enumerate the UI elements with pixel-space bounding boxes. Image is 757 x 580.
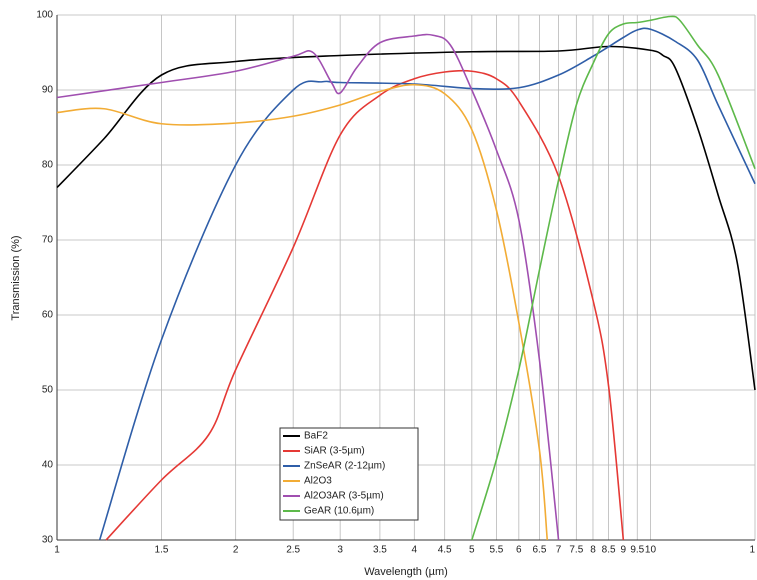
x-tick-label: 6 (516, 545, 522, 556)
x-tick-label: 1.5 (155, 545, 169, 556)
legend-label: BaF2 (304, 431, 328, 442)
legend-box (279, 427, 419, 521)
y-tick-label: 40 (42, 460, 54, 471)
series-line (56, 33, 560, 541)
x-tick-label: 8.5 (602, 545, 616, 556)
x-tick-label: 9.5 (630, 545, 644, 556)
y-tick-label: 90 (42, 85, 54, 96)
series-line (98, 27, 756, 541)
x-tick-label: 3.5 (373, 545, 387, 556)
series-line (105, 69, 625, 541)
x-tick-label: 5 (469, 545, 475, 556)
y-tick-label: 30 (42, 535, 54, 546)
legend-label: Al2O3 (304, 476, 332, 487)
x-tick-label: 4 (412, 545, 418, 556)
legend-label: SiAR (3-5µm) (304, 446, 365, 457)
y-tick-label: 100 (36, 10, 53, 21)
y-tick-label: 80 (42, 160, 54, 171)
x-axis-label: Wavelength (µm) (364, 566, 448, 578)
x-tick-label: 6.5 (533, 545, 547, 556)
x-tick-label: 7 (556, 545, 562, 556)
legend-label: ZnSeAR (2-12µm) (304, 461, 385, 472)
x-tick-label: 2.5 (286, 545, 300, 556)
legend-label: Al2O3AR (3-5µm) (304, 491, 384, 502)
x-tick-label: 4.5 (438, 545, 452, 556)
x-tick-label: 9 (621, 545, 627, 556)
x-tick-label: 8 (590, 545, 596, 556)
y-tick-label: 70 (42, 235, 54, 246)
x-tick-label: 7.5 (569, 545, 583, 556)
x-tick-label: 2 (233, 545, 239, 556)
y-tick-label: 60 (42, 310, 54, 321)
x-tick-label: 1 (749, 545, 755, 556)
series-line (471, 15, 756, 541)
x-tick-label: 5.5 (489, 545, 503, 556)
x-tick-label: 10 (645, 545, 657, 556)
y-axis-label: Transmission (%) (10, 235, 22, 320)
x-tick-label: 3 (337, 545, 343, 556)
y-tick-label: 50 (42, 385, 54, 396)
x-tick-label: 1 (54, 545, 60, 556)
legend-label: GeAR (10.6µm) (304, 506, 374, 517)
series-line (56, 45, 756, 391)
series-line (56, 83, 549, 541)
